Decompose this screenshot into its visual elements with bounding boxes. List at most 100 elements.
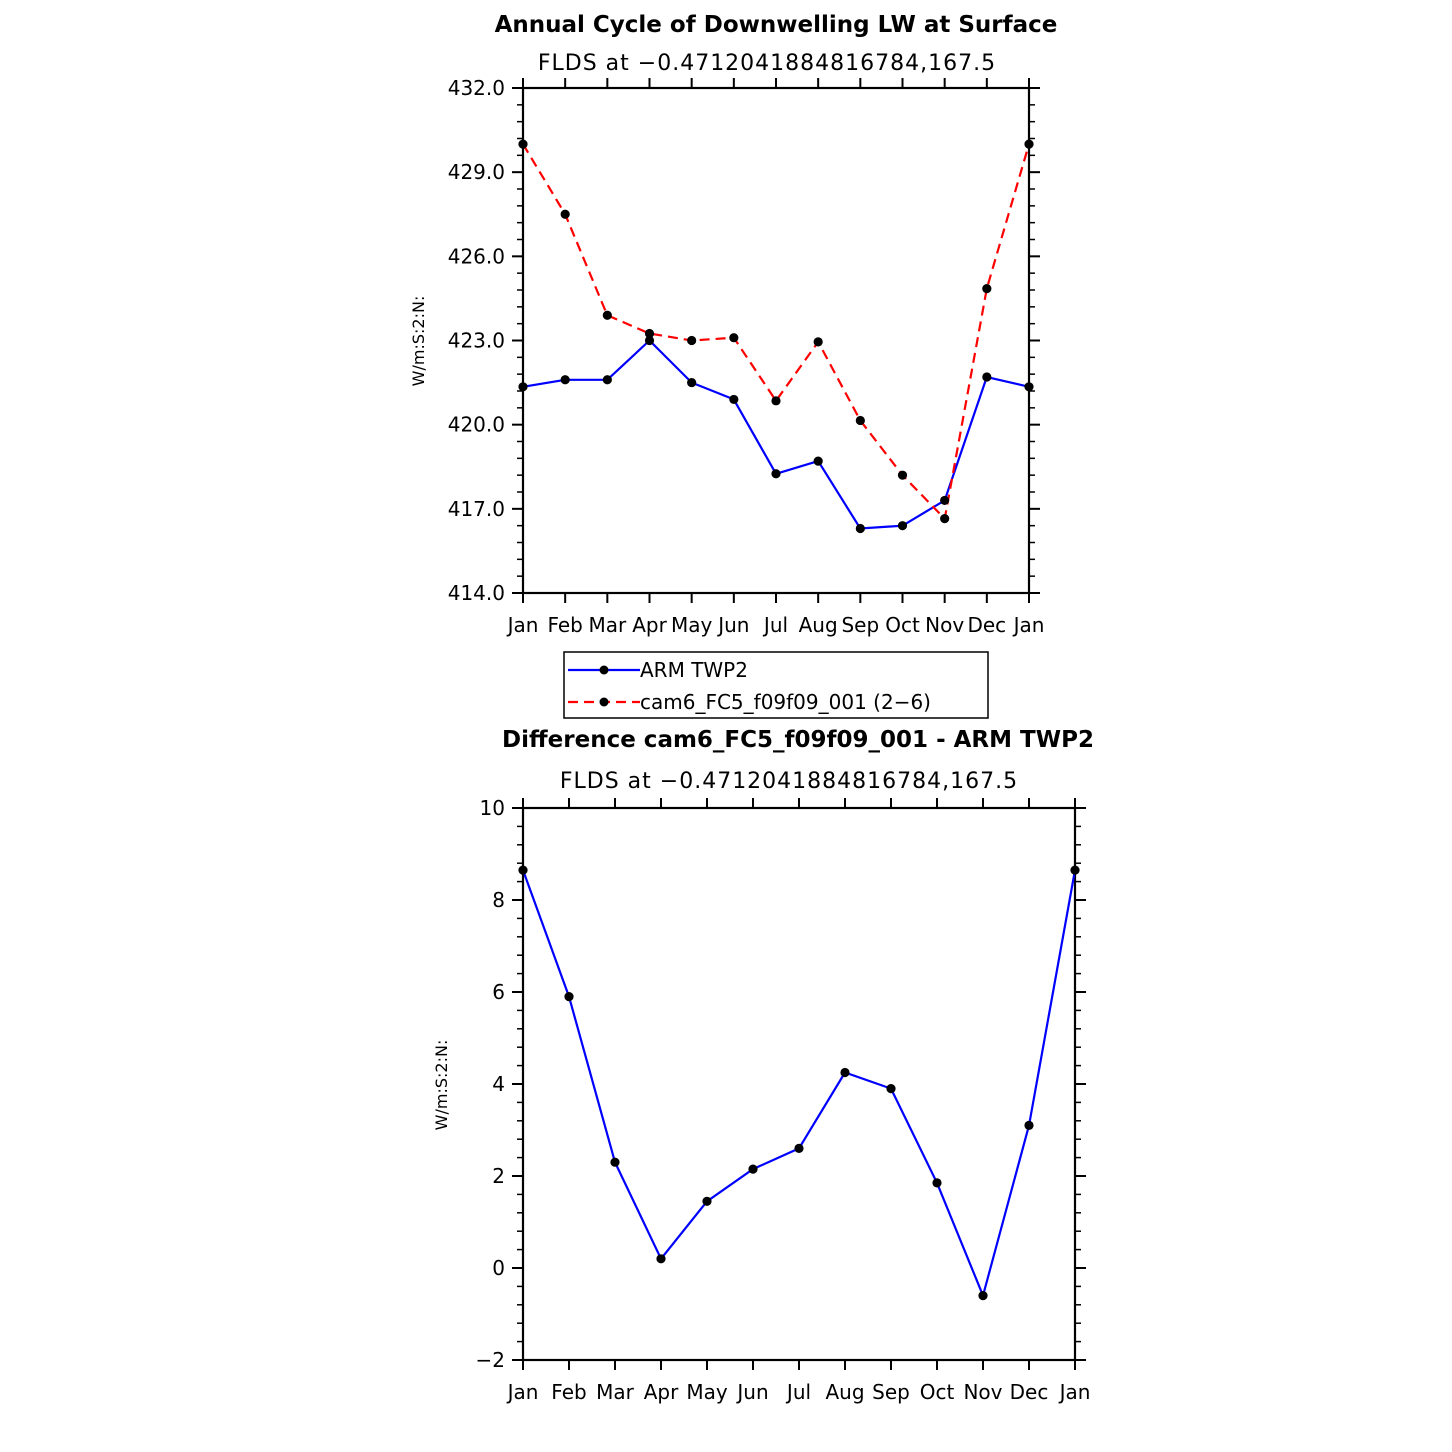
- data-point-arm-twp2: [1024, 382, 1034, 392]
- x-tick-label: Jan: [506, 613, 539, 637]
- chart-title: Difference cam6_FC5_f09f09_001 - ARM TWP…: [502, 727, 1094, 753]
- x-tick-label: Oct: [885, 613, 920, 637]
- x-tick-label: Jan: [1058, 1380, 1091, 1404]
- data-point-cam6-fc5-f09f09-001-2-6: [982, 283, 992, 294]
- y-tick-label: 423.0: [448, 329, 505, 353]
- series-line-cam6-fc5-f09f09-001-2-6: [522, 143, 1031, 521]
- data-point-difference: [840, 1067, 850, 1078]
- plot-frame: [521, 806, 1077, 1362]
- data-point-difference: [886, 1084, 896, 1094]
- data-point-arm-twp2: [940, 495, 950, 506]
- data-point-arm-twp2: [855, 523, 865, 534]
- y-tick-label: 10: [480, 796, 505, 820]
- data-point-arm-twp2: [687, 377, 697, 388]
- data-point-difference: [518, 865, 528, 875]
- y-tick-label: 4: [492, 1072, 505, 1096]
- data-point-arm-twp2: [602, 375, 612, 385]
- legend-marker-arm-twp2: [599, 665, 609, 675]
- data-point-cam6-fc5-f09f09-001-2-6: [855, 415, 865, 426]
- series-group: [518, 865, 1080, 1301]
- data-point-difference: [1070, 865, 1080, 875]
- data-point-cam6-fc5-f09f09-001-2-6: [813, 337, 823, 347]
- data-point-cam6-fc5-f09f09-001-2-6: [771, 396, 781, 406]
- data-point-cam6-fc5-f09f09-001-2-6: [897, 470, 908, 480]
- y-tick-label: 414.0: [448, 581, 505, 605]
- x-tick-label: Apr: [632, 613, 667, 637]
- x-tick-label: Aug: [825, 1380, 864, 1404]
- x-tick-label: May: [671, 613, 713, 637]
- legend: ARM TWP2 cam6_FC5_f09f09_001 (2−6): [563, 651, 989, 719]
- data-point-difference: [610, 1157, 620, 1167]
- y-tick-label: 8: [492, 888, 505, 912]
- x-tick-label: Nov: [925, 613, 964, 637]
- x-tick-label: Dec: [1010, 1380, 1049, 1404]
- y-tick-label: 432.0: [448, 76, 505, 100]
- data-point-arm-twp2: [813, 456, 823, 466]
- data-point-difference: [932, 1178, 942, 1188]
- x-tick-label: Sep: [872, 1380, 910, 1404]
- x-tick-label: Nov: [963, 1380, 1002, 1404]
- plot-area: Jan Feb Mar Apr May Jun Jul Aug Sep Oct Nov Dec Jan−…: [476, 796, 1091, 1404]
- legend-marker-cam6: [599, 697, 609, 707]
- data-point-arm-twp2: [897, 521, 908, 531]
- series-line-arm-twp2: [522, 338, 1030, 530]
- x-tick-label: Jul: [762, 613, 788, 637]
- annual-cycle-panel: Annual Cycle of Downwelling LW at Surfac…: [409, 12, 1057, 637]
- data-point-cam6-fc5-f09f09-001-2-6: [602, 310, 612, 320]
- data-point-cam6-fc5-f09f09-001-2-6: [1024, 139, 1034, 149]
- x-tick-label: May: [686, 1380, 728, 1404]
- x-tick-label: Feb: [551, 1380, 586, 1404]
- series-line-difference: [521, 869, 1077, 1300]
- data-point-difference: [702, 1196, 712, 1206]
- x-tick-label: Apr: [644, 1380, 679, 1404]
- x-tick-label: Mar: [596, 1380, 635, 1404]
- data-point-cam6-fc5-f09f09-001-2-6: [940, 514, 950, 524]
- data-point-cam6-fc5-f09f09-001-2-6: [518, 139, 528, 149]
- data-point-cam6-fc5-f09f09-001-2-6: [644, 328, 655, 339]
- data-point-arm-twp2: [729, 394, 739, 405]
- data-point-arm-twp2: [518, 382, 528, 392]
- x-tick-label: Sep: [841, 613, 879, 637]
- x-tick-label: Mar: [588, 613, 627, 637]
- y-tick-label: 420.0: [448, 413, 505, 437]
- x-tick-label: Aug: [799, 613, 838, 637]
- data-point-cam6-fc5-f09f09-001-2-6: [687, 335, 697, 346]
- x-tick-label: Dec: [967, 613, 1006, 637]
- y-tick-label: 417.0: [448, 497, 505, 521]
- data-point-arm-twp2: [560, 375, 570, 385]
- series-group: [518, 139, 1034, 534]
- x-tick-label: Jan: [506, 1380, 539, 1404]
- legend-label-cam6: cam6_FC5_f09f09_001 (2−6): [640, 690, 931, 714]
- plot-area: Jan Feb Mar Apr May Jun Jul Aug Sep Oct Nov Dec Jan4…: [448, 76, 1045, 637]
- legend-label-arm-twp2: ARM TWP2: [640, 658, 748, 682]
- data-point-difference: [794, 1143, 804, 1153]
- difference-panel: Difference cam6_FC5_f09f09_001 - ARM TWP…: [432, 727, 1094, 1404]
- x-tick-label: Jan: [1012, 613, 1045, 637]
- data-point-arm-twp2: [644, 335, 655, 346]
- y-tick-label: 6: [492, 980, 505, 1004]
- y-tick-label: 2: [492, 1164, 505, 1188]
- data-point-difference: [1024, 1120, 1034, 1130]
- data-point-cam6-fc5-f09f09-001-2-6: [560, 209, 570, 219]
- x-tick-label: Oct: [920, 1380, 955, 1404]
- data-point-difference: [978, 1291, 988, 1301]
- x-tick-label: Feb: [547, 613, 582, 637]
- y-axis-label: W/m:S:2:N:: [432, 1040, 451, 1131]
- y-tick-label: 426.0: [448, 244, 505, 268]
- data-point-arm-twp2: [771, 469, 781, 479]
- data-point-cam6-fc5-f09f09-001-2-6: [729, 333, 739, 343]
- y-tick-label: −2: [476, 1348, 505, 1372]
- data-point-difference: [656, 1254, 666, 1264]
- x-tick-label: Jul: [785, 1380, 811, 1404]
- y-tick-label: 0: [492, 1256, 505, 1280]
- x-tick-label: Jun: [716, 613, 749, 637]
- chart-subtitle: FLDS at −0.4712041884816784,167.5: [538, 51, 996, 76]
- chart-subtitle: FLDS at −0.4712041884816784,167.5: [560, 769, 1018, 794]
- y-tick-label: 429.0: [448, 160, 505, 184]
- data-point-difference: [748, 1164, 758, 1174]
- data-point-difference: [564, 992, 574, 1002]
- plot-frame: [521, 86, 1031, 595]
- chart-title: Annual Cycle of Downwelling LW at Surfac…: [495, 12, 1058, 38]
- data-point-arm-twp2: [982, 372, 992, 382]
